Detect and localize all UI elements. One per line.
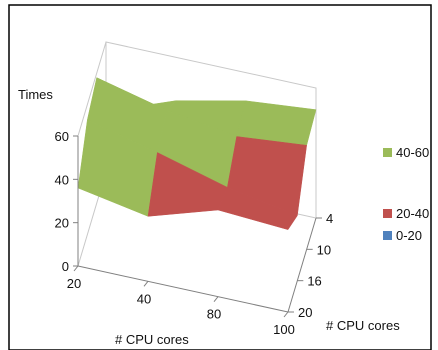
x-tick-100 <box>283 311 289 318</box>
y-tick-label-4: 4 <box>326 211 333 226</box>
legend-swatch-0-20 <box>383 231 392 240</box>
legend-swatch-40-60 <box>383 148 392 157</box>
legend: 0-20 20-40 40-60 <box>383 145 429 243</box>
x-axis <box>77 265 289 313</box>
surface-patch-2-2 <box>217 187 298 230</box>
x-axis-label: # CPU cores <box>115 332 189 347</box>
y-tick-label-20: 20 <box>298 305 312 320</box>
x-tick-label-100: 100 <box>273 322 295 337</box>
z-tick-label-20: 20 <box>55 216 69 231</box>
z-tick-label-40: 40 <box>55 172 69 187</box>
z-tick-label-0: 0 <box>62 259 69 274</box>
legend-label-40-60: 40-60 <box>396 145 429 160</box>
x-tick-40 <box>143 281 149 287</box>
z-axis-label: Times <box>18 87 53 102</box>
x-tick-20 <box>73 265 79 272</box>
x-tick-label-40: 40 <box>137 291 151 306</box>
axes-layer: 0 20 40 60 20 40 80 100 4 10 16 20 <box>55 129 334 337</box>
y-tick-label-16: 16 <box>307 274 321 289</box>
y-axis <box>287 217 317 313</box>
y-tick-label-10: 10 <box>317 242 331 257</box>
legend-label-0-20: 0-20 <box>396 228 422 243</box>
legend-swatch-20-40 <box>383 209 392 218</box>
x-tick-label-20: 20 <box>67 276 81 291</box>
legend-label-20-40: 20-40 <box>396 206 429 221</box>
surface-layer <box>77 77 317 230</box>
x-tick-label-80: 80 <box>207 307 221 322</box>
z-tick-label-60: 60 <box>55 129 69 144</box>
x-tick-80 <box>213 296 219 302</box>
y-axis-label: # CPU cores <box>326 318 400 333</box>
